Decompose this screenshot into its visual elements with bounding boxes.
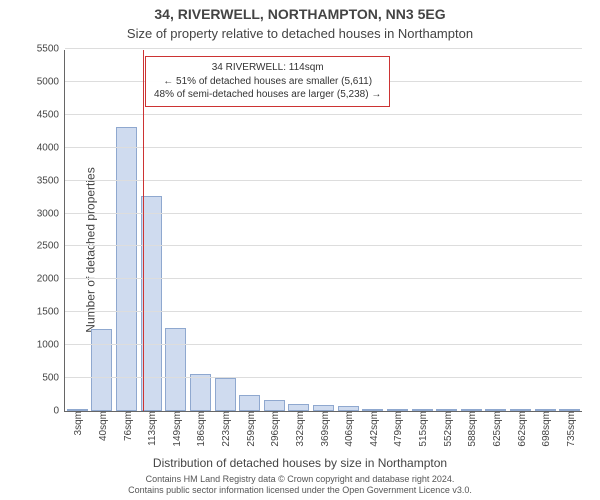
- footer: Contains HM Land Registry data © Crown c…: [0, 474, 600, 496]
- x-tick-label: 76sqm: [123, 411, 134, 441]
- chart-title-sub: Size of property relative to detached ho…: [0, 26, 600, 41]
- bar-column: 76sqm: [114, 50, 139, 411]
- bar: [91, 329, 112, 411]
- annotation-box: 34 RIVERWELL: 114sqm← 51% of detached ho…: [145, 56, 390, 107]
- x-tick-label: 113sqm: [147, 411, 158, 446]
- y-tick-label: 3000: [37, 208, 59, 219]
- x-tick-label: 442sqm: [369, 411, 380, 447]
- y-tick-label: 1500: [37, 307, 59, 318]
- x-tick-label: 698sqm: [541, 411, 552, 447]
- y-tick-label: 5000: [37, 76, 59, 87]
- x-tick-label: 296sqm: [270, 411, 281, 447]
- y-tick-label: 4000: [37, 142, 59, 153]
- bar-column: 552sqm: [434, 50, 459, 411]
- y-tick-label: 0: [53, 406, 59, 417]
- footer-line-1: Contains HM Land Registry data © Crown c…: [0, 474, 600, 485]
- x-tick-label: 552sqm: [443, 411, 454, 447]
- y-tick-label: 2000: [37, 274, 59, 285]
- bar-column: 625sqm: [484, 50, 509, 411]
- x-tick-label: 223sqm: [221, 411, 232, 447]
- bar-column: 698sqm: [533, 50, 558, 411]
- x-tick-label: 662sqm: [517, 411, 528, 447]
- x-axis-label: Distribution of detached houses by size …: [0, 456, 600, 470]
- x-tick-label: 332sqm: [295, 411, 306, 447]
- y-tick-label: 5500: [37, 44, 59, 55]
- x-tick-label: 40sqm: [98, 411, 109, 441]
- x-tick-label: 479sqm: [393, 411, 404, 447]
- chart-container: 34, RIVERWELL, NORTHAMPTON, NN3 5EG Size…: [0, 0, 600, 500]
- bar-column: 515sqm: [410, 50, 435, 411]
- y-tick-label: 2500: [37, 241, 59, 252]
- x-tick-label: 625sqm: [492, 411, 503, 447]
- bar: [116, 127, 137, 411]
- x-tick-label: 369sqm: [320, 411, 331, 447]
- x-tick-label: 735sqm: [566, 411, 577, 447]
- x-tick-label: 406sqm: [344, 411, 355, 447]
- y-tick-label: 500: [42, 373, 59, 384]
- x-tick-label: 149sqm: [172, 411, 183, 447]
- bar: [165, 328, 186, 411]
- annotation-line: ← 51% of detached houses are smaller (5,…: [154, 75, 381, 89]
- bar-column: 735sqm: [558, 50, 583, 411]
- x-tick-label: 186sqm: [196, 411, 207, 447]
- annotation-line: 34 RIVERWELL: 114sqm: [154, 61, 381, 75]
- plot-area: 3sqm40sqm76sqm113sqm149sqm186sqm223sqm25…: [64, 50, 582, 412]
- chart-title-main: 34, RIVERWELL, NORTHAMPTON, NN3 5EG: [0, 6, 600, 22]
- x-tick-label: 588sqm: [467, 411, 478, 447]
- y-tick-label: 3500: [37, 175, 59, 186]
- y-tick-label: 1000: [37, 340, 59, 351]
- bar: [215, 378, 236, 411]
- bar-column: 3sqm: [65, 50, 90, 411]
- x-tick-label: 3sqm: [73, 411, 84, 435]
- x-tick-label: 515sqm: [418, 411, 429, 447]
- bar: [264, 400, 285, 411]
- x-tick-label: 259sqm: [246, 411, 257, 447]
- bar-column: 662sqm: [508, 50, 533, 411]
- bar-column: 40sqm: [90, 50, 115, 411]
- footer-line-2: Contains public sector information licen…: [0, 485, 600, 496]
- bar: [190, 374, 211, 411]
- bar-column: 588sqm: [459, 50, 484, 411]
- y-tick-label: 4500: [37, 109, 59, 120]
- bar: [239, 395, 260, 411]
- gridline: [65, 48, 582, 49]
- annotation-line: 48% of semi-detached houses are larger (…: [154, 88, 381, 102]
